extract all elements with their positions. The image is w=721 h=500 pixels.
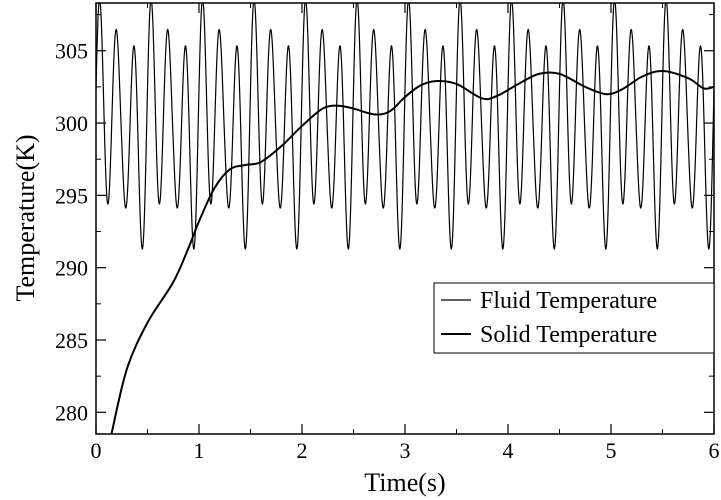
legend-box (433, 282, 715, 354)
x-axis-ticks: 0 1 2 3 4 5 6 (91, 3, 720, 463)
legend-label-solid: Solid Temperature (480, 322, 657, 348)
y-tick-label: 280 (55, 400, 88, 425)
legend: Fluid Temperature Solid Temperature (433, 282, 715, 354)
x-tick-label: 2 (297, 438, 308, 463)
x-axis-label: Time(s) (364, 468, 445, 497)
fluid-temperature-line (96, 3, 714, 250)
x-tick-label: 1 (194, 438, 205, 463)
x-tick-label: 4 (503, 438, 514, 463)
y-axis-label: Temperature(K) (11, 134, 40, 301)
legend-label-fluid: Fluid Temperature (480, 288, 657, 314)
x-tick-label: 5 (606, 438, 617, 463)
x-tick-label: 0 (91, 438, 102, 463)
y-axis-ticks: 280 285 290 295 300 305 (55, 14, 714, 425)
y-tick-label: 285 (55, 328, 88, 353)
solid-temperature-line (110, 69, 714, 434)
x-tick-label: 3 (400, 438, 411, 463)
y-tick-label: 300 (55, 111, 88, 136)
y-tick-label: 290 (55, 256, 88, 281)
y-tick-label: 295 (55, 183, 88, 208)
x-tick-label: 6 (709, 438, 720, 463)
y-tick-label: 305 (55, 39, 88, 64)
